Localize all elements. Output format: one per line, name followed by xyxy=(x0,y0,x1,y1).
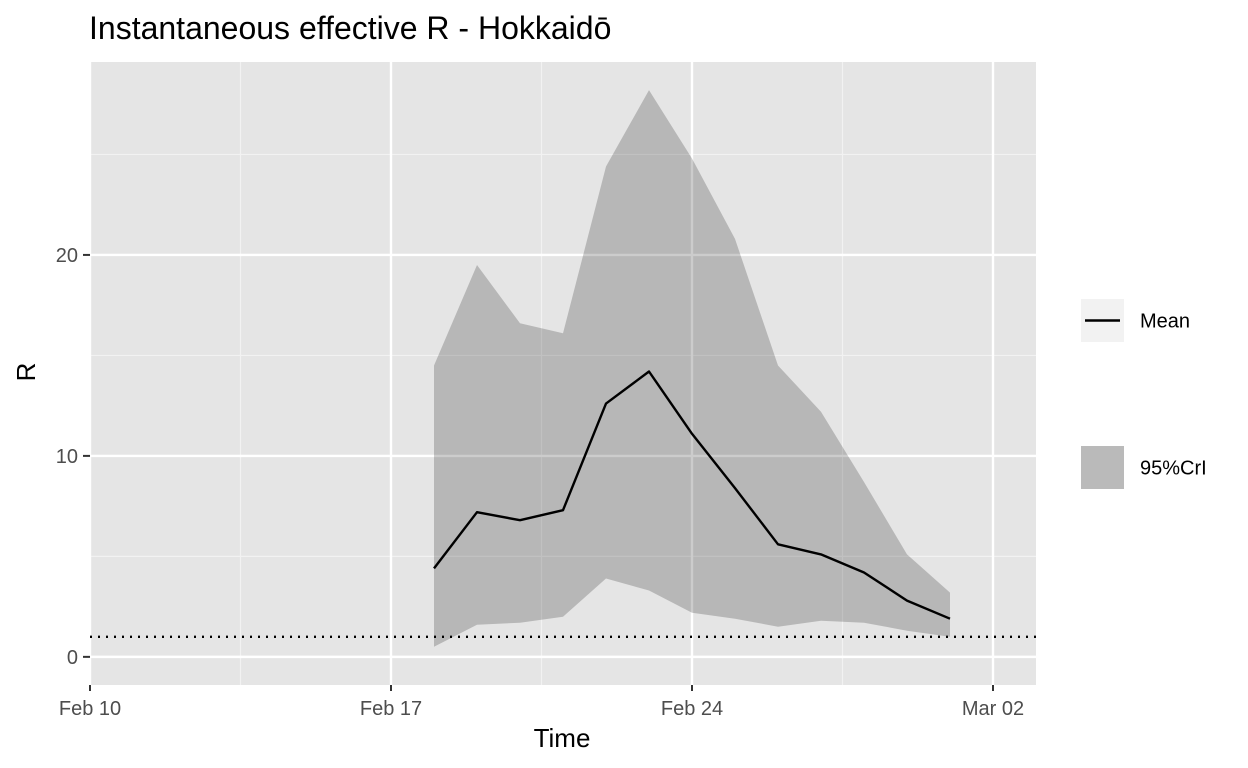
y-axis-title: R xyxy=(11,363,41,382)
legend-swatch-ci xyxy=(1081,446,1124,489)
y-tick-label: 0 xyxy=(67,647,78,669)
x-tick-label: Feb 24 xyxy=(661,698,723,720)
legend-label-ci: 95%CrI xyxy=(1140,458,1207,480)
y-tick-label: 10 xyxy=(56,446,78,468)
x-tick-label: Feb 17 xyxy=(360,698,422,720)
chart-title: Instantaneous effective R - Hokkaidō xyxy=(89,10,611,46)
y-tick-label: 20 xyxy=(56,245,78,267)
x-axis-title: Time xyxy=(534,723,591,753)
x-tick-label: Feb 10 xyxy=(59,698,121,720)
plot-area: Feb 10 Feb 17 Feb 24 Mar 02 0 10 20 xyxy=(56,62,1036,720)
mean-line xyxy=(433,370,951,620)
x-tick-label: Mar 02 xyxy=(962,698,1024,720)
legend: Mean 95%CrI xyxy=(1081,299,1207,489)
legend-label-mean: Mean xyxy=(1140,311,1190,333)
